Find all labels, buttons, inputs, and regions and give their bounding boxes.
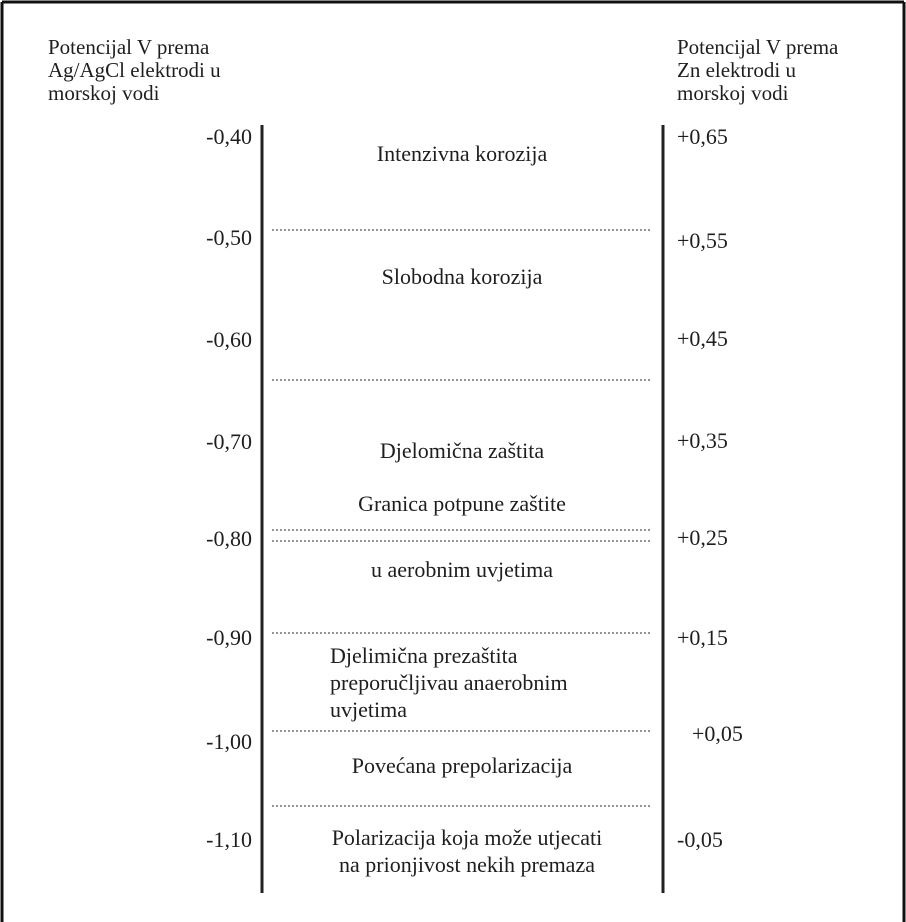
left-tick-label: -0,90 — [206, 625, 252, 650]
left-tick-label: -0,60 — [206, 327, 252, 352]
zone-partial-protection: Djelomična zaštita — [379, 438, 545, 463]
header-line: Potencijal V prema — [48, 35, 210, 59]
zone-line: Polarizacija koja može utjecati — [331, 825, 603, 850]
zone-increased-prepolarization: Povećana prepolarizacija — [351, 753, 573, 778]
left-tick-label: -0,50 — [206, 225, 252, 250]
right-tick-label: +0,15 — [677, 625, 728, 650]
right-tick-label: +0,25 — [677, 525, 728, 550]
zone-line: Djelimična prezaštita — [330, 643, 518, 668]
right-tick-label: +0,55 — [677, 228, 728, 253]
right-tick-label: -0,05 — [677, 827, 723, 852]
header-line: morskoj vodi — [48, 81, 160, 105]
zone-polarization: Polarizacija koja može utjecati na prion… — [272, 824, 662, 878]
zone-free-corrosion: Slobodna korozija — [381, 264, 543, 289]
left-tick-label: -1,00 — [206, 729, 252, 754]
header-line: Ag/AgCl elektrodi u — [48, 58, 221, 82]
header-line: Zn elektrodi u — [677, 58, 796, 82]
zone-line: uvjetima — [330, 697, 407, 722]
right-tick-label: +0,45 — [677, 326, 728, 351]
zone-intensive-corrosion: Intenzivna korozija — [376, 141, 548, 166]
left-tick-label: -0,70 — [206, 429, 252, 454]
zone-over-protection: Djelimična prezaštita preporučljivau ana… — [330, 642, 660, 723]
zone-line: na prionjivost nekih premaza — [339, 852, 595, 877]
left-tick-label: -0,40 — [206, 124, 252, 149]
left-tick-label: -1,10 — [206, 827, 252, 852]
zone-line: preporučljivau anaerobnim — [330, 670, 568, 695]
zone-full-protection-limit: Granica potpune zaštite — [358, 491, 566, 516]
left-scale-header: Potencijal V prema Ag/AgCl elektrodi u m… — [48, 36, 221, 105]
left-tick-label: -0,80 — [206, 526, 252, 551]
zone-aerobic-conditions: u aerobnim uvjetima — [370, 557, 554, 582]
right-tick-label: +0,35 — [677, 428, 728, 453]
right-tick-label: +0,65 — [677, 124, 728, 149]
header-line: Potencijal V prema — [677, 35, 839, 59]
right-scale-header: Potencijal V prema Zn elektrodi u morsko… — [677, 36, 838, 105]
header-line: morskoj vodi — [677, 81, 789, 105]
right-tick-label: +0,05 — [692, 721, 743, 746]
